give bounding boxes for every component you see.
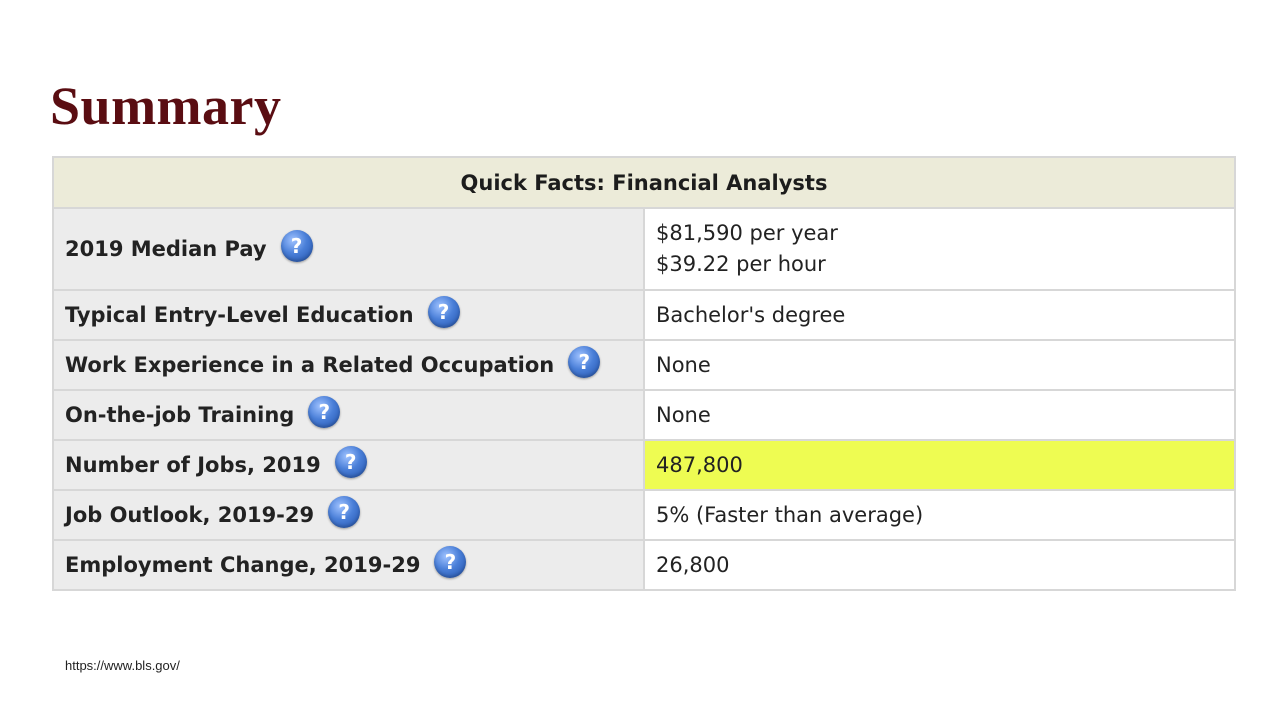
question-mark-icon[interactable]: ? — [334, 446, 367, 478]
question-mark-icon[interactable]: ? — [568, 346, 601, 378]
row-label-cell: On-the-job Training? — [52, 389, 645, 441]
table-row-job-training: On-the-job Training? None — [52, 389, 1236, 441]
table-row-entry-education: Typical Entry-Level Education? Bachelor'… — [52, 289, 1236, 341]
row-value: $39.22 per hour — [656, 252, 826, 276]
row-value: Bachelor's degree — [656, 302, 846, 327]
row-label-cell: Work Experience in a Related Occupation? — [52, 339, 645, 391]
row-value: 5% (Faster than average) — [656, 502, 924, 527]
page-title: Summary — [50, 76, 282, 136]
row-value: $81,590 per year — [656, 221, 838, 245]
row-label: On-the-job Training — [65, 403, 295, 427]
row-value: None — [656, 402, 711, 427]
row-value-cell: None — [643, 389, 1236, 441]
table-row-work-experience: Work Experience in a Related Occupation?… — [52, 339, 1236, 391]
row-value-cell: $81,590 per year $39.22 per hour — [643, 207, 1236, 291]
table-row-employment-change: Employment Change, 2019-29? 26,800 — [52, 539, 1236, 591]
row-value: None — [656, 352, 711, 377]
row-label: Job Outlook, 2019-29 — [65, 503, 315, 527]
row-label: Typical Entry-Level Education — [65, 303, 414, 327]
row-label: Number of Jobs, 2019 — [65, 453, 321, 477]
table-header-row: Quick Facts: Financial Analysts — [52, 156, 1236, 209]
row-value: 487,800 — [656, 452, 743, 477]
question-mark-icon[interactable]: ? — [280, 230, 313, 262]
question-mark-icon[interactable]: ? — [328, 496, 361, 528]
row-label-cell: Job Outlook, 2019-29? — [52, 489, 645, 541]
table-row-job-outlook: Job Outlook, 2019-29? 5% (Faster than av… — [52, 489, 1236, 541]
quick-facts-table: Quick Facts: Financial Analysts 2019 Med… — [52, 156, 1236, 591]
row-label-cell: Typical Entry-Level Education? — [52, 289, 645, 341]
question-mark-icon[interactable]: ? — [427, 296, 460, 328]
question-mark-icon[interactable]: ? — [308, 396, 341, 428]
source-link[interactable]: https://www.bls.gov/ — [65, 658, 180, 673]
row-label: Work Experience in a Related Occupation — [65, 353, 555, 377]
row-value-cell: 5% (Faster than average) — [643, 489, 1236, 541]
row-label-cell: Number of Jobs, 2019? — [52, 439, 645, 491]
row-label-cell: Employment Change, 2019-29? — [52, 539, 645, 591]
row-label-cell: 2019 Median Pay? — [52, 207, 645, 291]
table-header: Quick Facts: Financial Analysts — [52, 156, 1236, 209]
row-value-cell: 26,800 — [643, 539, 1236, 591]
table-row-number-of-jobs: Number of Jobs, 2019? 487,800 — [52, 439, 1236, 491]
row-value-cell: Bachelor's degree — [643, 289, 1236, 341]
row-value-cell-highlighted: 487,800 — [643, 439, 1236, 491]
question-mark-icon[interactable]: ? — [434, 546, 467, 578]
row-label: Employment Change, 2019-29 — [65, 553, 421, 577]
row-value-cell: None — [643, 339, 1236, 391]
table-row-median-pay: 2019 Median Pay? $81,590 per year $39.22… — [52, 207, 1236, 291]
row-label: 2019 Median Pay — [65, 237, 267, 261]
row-value: 26,800 — [656, 552, 730, 577]
